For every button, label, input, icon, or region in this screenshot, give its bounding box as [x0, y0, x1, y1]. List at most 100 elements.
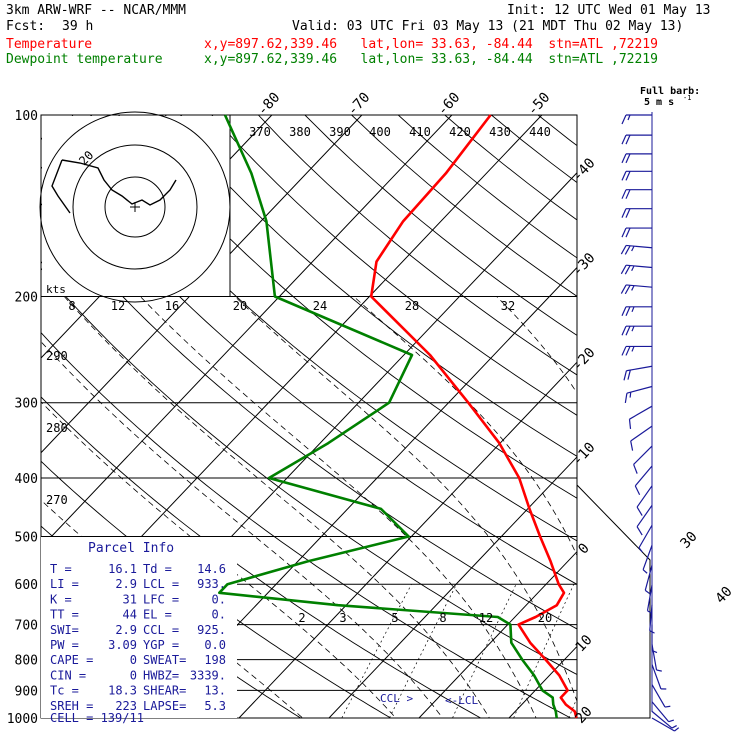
isotherm-label: 40 [712, 584, 735, 607]
wind-barb [636, 505, 653, 536]
theta-label: 430 [489, 125, 511, 139]
parcel-info-value: 44 [123, 608, 137, 622]
hodograph-speed-label: 12 [111, 299, 125, 313]
ccl-marker: CCL > [380, 692, 413, 705]
parcel-info-label: CAPE = [50, 653, 93, 667]
wind-barb [621, 134, 652, 145]
hodograph-speed-label: 24 [313, 299, 327, 313]
wind-barb [651, 684, 671, 708]
temperature-trace [369, 114, 578, 719]
moist-adiabat-line [41, 401, 397, 718]
barb-legend-title: Full barb: [640, 86, 700, 97]
isotherm-label: 30 [677, 529, 700, 552]
forecast-hours: 39 h [62, 19, 94, 34]
mixing-ratio-label: 5 [391, 611, 398, 625]
lcl-marker: <-LCL [445, 694, 478, 707]
parcel-info-label: SWI= [50, 623, 79, 637]
parcel-info-value: 2.9 [115, 623, 137, 637]
theta-label: 440 [529, 125, 551, 139]
pressure-tick-label: 700 [15, 619, 38, 634]
hodograph-speed-label: 32 [501, 299, 515, 313]
parcel-info-box [41, 537, 237, 718]
pressure-tick-label: 300 [15, 397, 38, 412]
isotherm-label: -10 [570, 440, 599, 469]
wind-barb [624, 385, 653, 404]
parcel-info-value: 933. [197, 577, 226, 591]
dewpoint-trace [218, 114, 558, 719]
theta-label: 400 [369, 125, 391, 139]
parcel-info-label: Td = [143, 562, 172, 576]
theta-label: 380 [289, 125, 311, 139]
mixing-ratio-line [642, 584, 695, 718]
isotherm-line [41, 115, 453, 549]
pressure-tick-label: 100 [15, 109, 38, 124]
forecast-label: Fcst: [6, 19, 46, 34]
dry-adiabat-line [444, 115, 577, 221]
wind-barb [621, 170, 652, 181]
dry-adiabat-line [41, 202, 577, 630]
parcel-info-value: 18.3 [108, 684, 137, 698]
barb-legend-value: 5 m s [644, 97, 674, 108]
parcel-info-label: CIN = [50, 668, 86, 682]
parcel-info-label: LCL = [143, 577, 179, 591]
wind-barb [620, 284, 653, 295]
pressure-tick-label: 800 [15, 654, 38, 669]
moist-adiabat-line [41, 341, 444, 718]
parcel-info-value: 16.1 [108, 562, 137, 576]
wind-barb [621, 189, 652, 199]
hodograph-ring [104, 176, 166, 238]
dewpoint-station-info: x,y=897.62,339.46 lat,lon= 33.63, -84.44… [204, 52, 658, 67]
dry-adiabat-line [725, 115, 740, 731]
hodograph-speed-label: 16 [165, 299, 179, 313]
dry-adiabat-line [164, 115, 577, 457]
theta-label: 410 [409, 125, 431, 139]
wind-barb [651, 717, 680, 732]
wind-barb [621, 208, 652, 218]
wind-barb [651, 664, 667, 690]
isotherm-line [41, 115, 363, 454]
mixing-ratio-label: 3 [339, 611, 346, 625]
parcel-info-label: LI = [50, 577, 79, 591]
hodograph-speed-label: 28 [405, 299, 419, 313]
pressure-tick-label: 1000 [7, 712, 38, 727]
parcel-info-value: 14.6 [197, 562, 226, 576]
dry-adiabat-line [304, 115, 577, 336]
hodograph-trace [51, 159, 71, 214]
isotherm-label: 20 [572, 704, 595, 727]
model-title: 3km ARW-WRF -- NCAR/MMM [6, 3, 187, 18]
isotherm-line [599, 115, 740, 718]
mixing-ratio-line [513, 584, 575, 718]
init-time: Init: 12 UTC Wed 01 May 13 [507, 3, 711, 18]
dry-adiabat-line [41, 396, 482, 718]
parcel-info-value: 0 [130, 653, 137, 667]
parcel-info-label: EL = [143, 608, 172, 622]
wind-barb [651, 710, 677, 729]
theta-label: 390 [329, 125, 351, 139]
theta-label: 370 [249, 125, 271, 139]
dry-adiabat-line [118, 115, 577, 499]
parcel-info-label: SREH = [50, 699, 93, 713]
parcel-info-title: Parcel Info [88, 541, 174, 556]
isotherm-label: 10 [572, 632, 595, 655]
wind-barb [621, 114, 652, 125]
pressure-tick-label: 900 [15, 684, 38, 699]
dry-adiabat-line [585, 115, 740, 731]
isotherm-line [148, 266, 577, 718]
parcel-info-value: 5.3 [204, 699, 226, 713]
hodograph-speed-label: 8 [68, 299, 75, 313]
wind-barb [638, 524, 653, 553]
temperature-legend-label: Temperature [6, 37, 93, 52]
dry-adiabat-line [257, 115, 577, 376]
wind-barb [644, 565, 653, 595]
wind-barb [651, 644, 662, 672]
dry-adiabat-line [678, 115, 740, 731]
parcel-info-value: 0. [212, 608, 226, 622]
parcel-info-label: K = [50, 592, 72, 606]
parcel-info-label: CCL = [143, 623, 179, 637]
wind-barb [621, 227, 652, 238]
parcel-info-value: 3.09 [108, 638, 137, 652]
mixing-ratio-label: 8 [439, 611, 446, 625]
dry-adiabat-line [211, 115, 577, 416]
parcel-info-label: LAPSE= [143, 699, 186, 713]
dry-adiabat-line [71, 115, 577, 542]
